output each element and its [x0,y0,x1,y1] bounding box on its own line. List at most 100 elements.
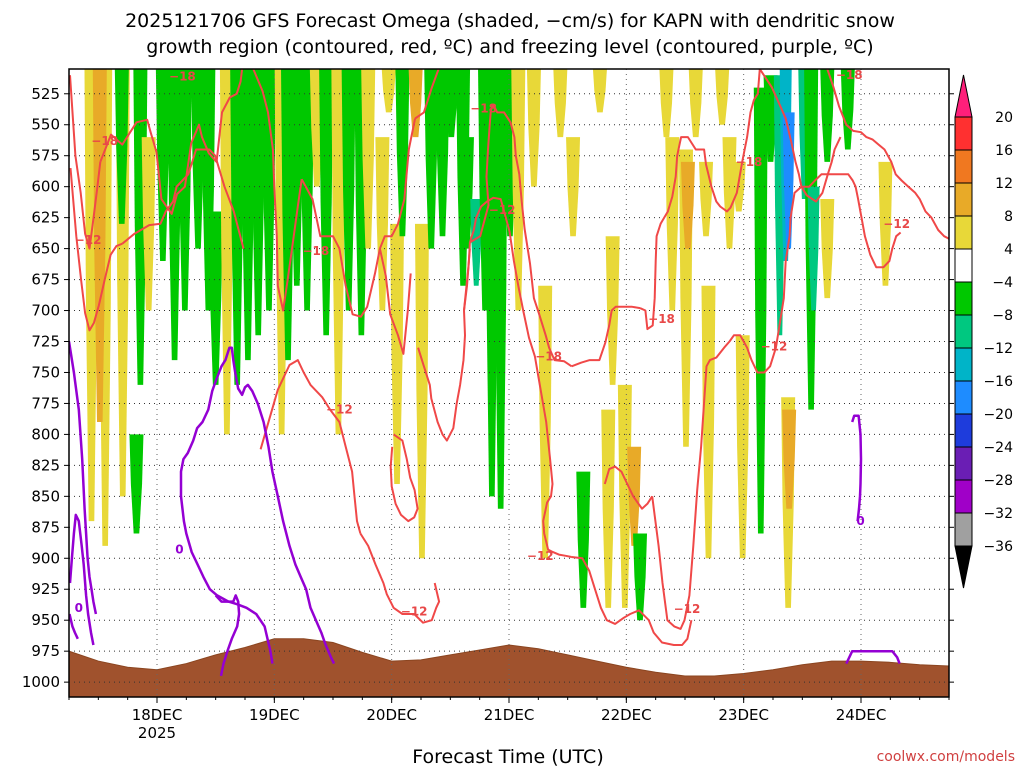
colorbar-swatch-2 [954,182,973,217]
freezing-contour-1 [69,513,95,646]
y-tick-label-12: 825 [31,456,60,474]
y-tick-label-6: 675 [31,271,60,289]
y-tick-label-3: 600 [31,178,60,196]
colorbar-swatch-7 [954,347,973,382]
y-tick-label-14: 875 [31,518,60,536]
contour-label-13: −12 [761,339,788,353]
x-tick-sublabel-0: 2025 [138,724,176,742]
dgz-contour-18 [603,465,654,510]
colorbar-swatch-3 [954,215,973,250]
dgz-contour-5 [300,118,417,318]
y-tick-label-8: 725 [31,333,60,351]
omega-patch-61 [688,69,703,138]
omega-patch-77 [807,186,820,311]
dgz-contour-20 [651,173,902,630]
y-tick-label-19: 1000 [22,673,60,691]
y-tick-label-5: 650 [31,240,60,258]
y-tick-label-15: 900 [31,549,60,567]
x-tick-label-4: 22DEC [601,706,652,724]
contour-label-16: 0 [175,543,183,557]
dgz-contour-15 [503,211,572,558]
y-tick-label-7: 700 [31,302,60,320]
colorbar-top-arrow [954,74,973,118]
contour-label-14: −12 [883,217,910,231]
colorbar-swatch-8 [954,380,973,415]
colorbar-label-6: −8 [992,308,1013,324]
colorbar-bottom-arrow [954,545,973,589]
y-axis: 525 550 575 600 625 650 675 700 725 750 775 800 825 8… [22,85,954,691]
omega-patch-40 [470,199,483,286]
freezing-contour-0 [69,341,98,615]
omega-patch-50 [576,471,591,608]
dgz-contour-9 [359,532,441,624]
colorbar-label-1: 16 [995,143,1013,159]
x-tick-label-1: 19DEC [249,706,300,724]
contour-label-0: −18 [91,134,118,148]
omega-patch-29 [375,137,390,311]
y-tick-label-18: 975 [31,642,60,660]
colorbar-label-12: −32 [983,506,1013,522]
omega-patch-57 [659,69,674,138]
omega-patch-35 [424,69,439,249]
colorbar-swatch-9 [954,413,973,448]
contour-label-4: −12 [326,403,353,417]
omega-patch-56 [633,533,648,621]
omega-patch-4 [114,69,129,224]
y-tick-label-1: 550 [31,116,60,134]
colorbar-swatch-10 [954,446,973,481]
contour-label-9: −12 [527,549,554,563]
freezing-contour-5 [851,414,863,522]
contour-label-10: −18 [648,312,675,326]
dgz-contour-16 [571,305,641,368]
omega-patch-51 [592,69,607,113]
dgz-contour-1 [69,168,123,332]
colorbar-label-3: 8 [1004,209,1013,225]
omega-patch-5 [129,434,144,534]
omega-patch-11 [191,69,206,249]
y-tick-label-17: 950 [31,611,60,629]
colorbar-label-0: 20 [995,110,1013,126]
colorbar-label-11: −28 [983,473,1013,489]
colorbar-swatch-6 [954,314,973,349]
credit-link[interactable]: coolwx.com/models [877,749,1015,765]
dgz-contour-14 [469,103,573,368]
omega-patch-64 [715,69,730,125]
omega-patch-8 [155,69,170,261]
contour-label-2: −18 [169,69,196,83]
colorbar-swatch-1 [954,149,973,184]
colorbar-label-7: −12 [983,341,1013,357]
dgz-contour-6 [378,248,412,355]
y-tick-label-4: 625 [31,209,60,227]
omega-patch-74 [782,409,797,509]
contour-label-6: −18 [470,102,497,116]
dgz-contour-22 [826,69,949,240]
colorbar-label-4: 4 [1004,242,1013,258]
omega-patch-43 [493,69,508,509]
omega-patch-30 [381,69,396,113]
contour-label-18: 0 [856,514,864,528]
omega-patch-34 [414,223,429,559]
omega-patch-46 [526,69,541,187]
y-tick-label-9: 750 [31,363,60,381]
omega-patch-7 [141,137,156,311]
contour-label-17: 0 [75,601,83,615]
dgz-contour-13 [463,248,471,311]
colorbar-swatch-12 [954,512,973,547]
x-axis-label: Forecast Time (UTC) [412,746,603,768]
freezing-contour-2 [69,613,79,640]
colorbar-swatch-11 [954,479,973,514]
contour-label-12: −18 [736,155,763,169]
x-tick-label-5: 23DEC [718,706,769,724]
colorbar-label-5: −4 [992,275,1013,291]
omega-patch-2 [92,69,107,423]
gridlines [69,69,949,697]
colorbar-swatch-5 [954,281,973,316]
omega-patch-81 [878,161,893,286]
contour-label-7: −12 [489,203,516,217]
y-tick-label-0: 525 [31,85,60,103]
dgz-contour-8 [259,359,362,534]
x-tick-label-3: 21DEC [484,706,535,724]
dgz-contour-11 [417,310,466,442]
